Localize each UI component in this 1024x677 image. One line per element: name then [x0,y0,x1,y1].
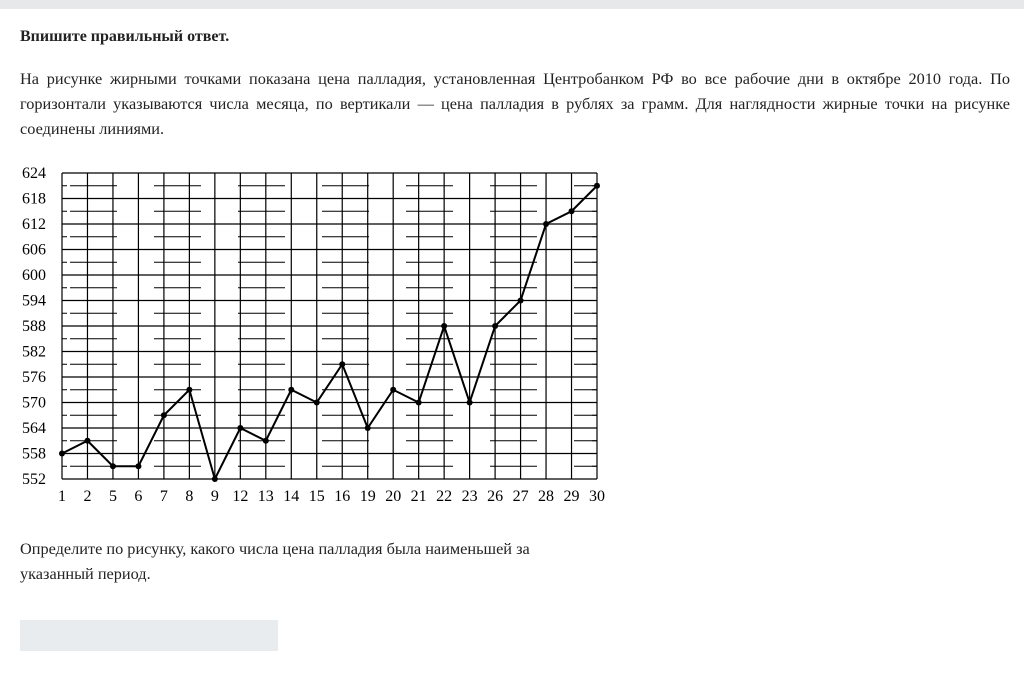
data-point [186,386,193,393]
data-point [364,425,371,431]
data-point [211,476,218,482]
x-tick-label: 30 [589,488,605,505]
x-tick-label: 19 [360,488,376,505]
x-tick-label: 27 [513,488,529,505]
y-tick-label: 582 [22,344,46,361]
data-point [594,182,600,189]
x-tick-label: 16 [334,488,350,505]
x-tick-label: 20 [385,488,401,505]
data-point [543,221,550,227]
x-tick-label: 22 [436,488,452,505]
x-tick-label: 12 [232,488,248,505]
x-tick-label: 1 [58,488,66,505]
data-point [466,399,473,406]
y-tick-label: 552 [22,471,46,488]
data-point [441,323,448,329]
y-tick-label: 606 [22,242,46,259]
y-tick-label: 576 [22,369,46,386]
data-point [492,323,499,329]
x-tick-label: 23 [462,488,478,505]
data-point [59,450,65,457]
y-tick-label: 618 [22,191,46,208]
x-tick-label: 2 [83,488,91,505]
top-bar [0,0,1024,9]
data-point [313,399,320,406]
y-tick-label: 570 [22,395,46,412]
data-point [160,412,167,419]
answer-input[interactable] [20,620,278,651]
x-tick-label: 5 [109,488,117,505]
x-tick-label: 8 [185,488,193,505]
x-tick-label: 21 [411,488,427,505]
price-line [61,185,598,482]
data-point [237,425,244,431]
x-tick-label: 7 [160,488,168,505]
x-tick-label: 14 [283,488,299,505]
data-point [339,361,346,368]
x-tick-label: 15 [309,488,325,505]
y-tick-label: 600 [22,267,46,284]
y-tick-label: 594 [22,293,46,310]
data-point [390,386,397,393]
data-point [84,437,91,444]
x-tick-label: 6 [134,488,142,505]
y-tick-label: 612 [22,216,46,233]
y-tick-label: 588 [22,318,46,335]
y-tick-label: 564 [22,420,46,437]
x-tick-label: 28 [538,488,554,505]
palladium-price-chart: 5525585645705765825885946006066126186241… [22,165,605,505]
data-point [109,463,116,470]
y-tick-label: 624 [22,165,46,182]
x-tick-label: 29 [564,488,580,505]
y-tick-label: 558 [22,446,46,463]
data-point [517,297,524,304]
x-tick-label: 13 [258,488,274,505]
data-point [262,437,269,444]
question-text: Определите по рисунку, какого числа цена… [20,539,530,583]
data-point [568,208,575,215]
data-point [288,386,295,393]
x-tick-label: 26 [487,488,503,505]
data-point [415,399,422,406]
instruction-heading: Впишите правильный ответ. [20,28,230,45]
data-point [135,463,142,470]
problem-text: На рисунке жирными точками показана цена… [20,69,1010,138]
x-tick-label: 9 [211,488,219,505]
